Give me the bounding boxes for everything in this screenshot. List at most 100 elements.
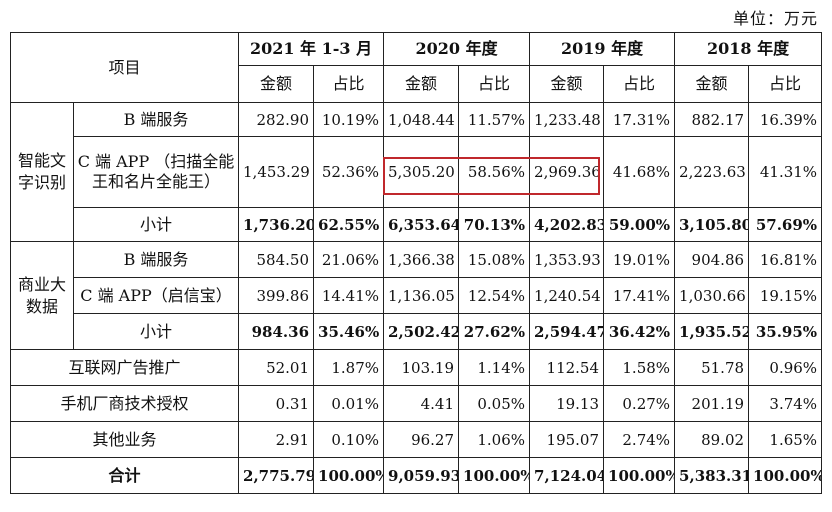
- header-ratio: 占比: [313, 65, 385, 103]
- cell: 2.91: [238, 421, 315, 458]
- cell: 100.00%: [313, 457, 385, 494]
- cell: 89.02: [674, 421, 750, 458]
- cell: 0.96%: [748, 349, 823, 386]
- cell: 36.42%: [603, 313, 676, 350]
- cell: 2,969.36: [529, 136, 605, 208]
- cell: 1.14%: [458, 349, 531, 386]
- cell: 2,775.79: [238, 457, 315, 494]
- cell: 14.41%: [313, 277, 385, 314]
- cell: 904.86: [674, 241, 750, 278]
- cell: 57.69%: [748, 207, 823, 242]
- cell: 1,366.38: [383, 241, 460, 278]
- cell: 70.13%: [458, 207, 531, 242]
- cell: 1,240.54: [529, 277, 605, 314]
- cell: 51.78: [674, 349, 750, 386]
- row-label: 互联网广告推广: [9, 349, 240, 386]
- header-ratio: 占比: [748, 65, 823, 103]
- cell: 52.36%: [313, 136, 385, 208]
- header-period: 2021 年 1-3 月: [238, 32, 385, 66]
- cell: 282.90: [238, 102, 315, 137]
- cell: 1,136.05: [383, 277, 460, 314]
- cell: 19.13: [529, 385, 605, 422]
- cell: 1,453.29: [238, 136, 315, 208]
- cell: 882.17: [674, 102, 750, 137]
- table-row: 智能文字识别 B 端服务 282.90 10.19% 1,048.44 11.5…: [10, 102, 823, 242]
- cell: 100.00%: [748, 457, 823, 494]
- cell: 201.19: [674, 385, 750, 422]
- total-row: 合计 2,775.79 100.00% 9,059.93 100.00% 7,1…: [9, 457, 823, 494]
- header-amount: 金额: [529, 65, 605, 103]
- row-label: B 端服务: [72, 102, 240, 137]
- cell: 7,124.04: [529, 457, 605, 494]
- cell: 112.54: [529, 349, 605, 386]
- cell: 1,233.48: [529, 102, 605, 137]
- row-label: 合计: [9, 457, 240, 494]
- cell: 62.55%: [313, 207, 385, 242]
- row-label: C 端 APP （扫描全能王和名片全能王）: [72, 136, 240, 208]
- cell: 2.74%: [603, 421, 676, 458]
- cell: 103.19: [383, 349, 460, 386]
- header-ratio: 占比: [458, 65, 531, 103]
- cell: 9,059.93: [383, 457, 460, 494]
- cell: 16.81%: [748, 241, 823, 278]
- subtotal-row: 小计 1,736.20 62.55% 6,353.64 70.13% 4,202…: [11, 207, 823, 242]
- table-row: C 端 APP （扫描全能王和名片全能王） 1,453.29 52.36% 5,…: [11, 136, 823, 208]
- header-row-metrics: 金额 占比 金额 占比 金额 占比 金额 占比: [11, 65, 823, 103]
- row-label: C 端 APP（启信宝）: [72, 277, 240, 314]
- cell: 15.08%: [458, 241, 531, 278]
- header-period: 2020 年度: [383, 32, 531, 66]
- cell: 2,502.42: [383, 313, 460, 350]
- cell: 584.50: [238, 241, 315, 278]
- cell: 0.10%: [313, 421, 385, 458]
- cell: 19.01%: [603, 241, 676, 278]
- cell: 58.56%: [458, 136, 531, 208]
- cell: 195.07: [529, 421, 605, 458]
- cell: 59.00%: [603, 207, 676, 242]
- cell: 11.57%: [458, 102, 531, 137]
- cell: 1.58%: [603, 349, 676, 386]
- cell: 41.68%: [603, 136, 676, 208]
- cell: 41.31%: [748, 136, 823, 208]
- group-ocr-label: 智能文字识别: [10, 102, 74, 242]
- revenue-breakdown-table: 项目 2021 年 1-3 月 2020 年度 2019 年度 2018 年度 …: [9, 32, 823, 494]
- cell: 0.27%: [603, 385, 676, 422]
- cell: 1,048.44: [383, 102, 460, 137]
- header-row-periods: 项目 2021 年 1-3 月 2020 年度 2019 年度 2018 年度: [9, 32, 823, 103]
- cell: 3.74%: [748, 385, 823, 422]
- table-row: 商业大数据 B 端服务 584.50 21.06% 1,366.38 15.08…: [10, 241, 823, 350]
- cell: 2,594.47: [529, 313, 605, 350]
- row-label: 手机厂商技术授权: [9, 385, 240, 422]
- row-label: 小计: [72, 207, 240, 242]
- header-amount: 金额: [238, 65, 315, 103]
- header-period: 2018 年度: [674, 32, 823, 66]
- cell: 1,353.93: [529, 241, 605, 278]
- cell: 2,223.63: [674, 136, 750, 208]
- table-row: 其他业务 2.91 0.10% 96.27 1.06% 195.07 2.74%…: [9, 421, 823, 458]
- header-ratio: 占比: [603, 65, 676, 103]
- row-label: 小计: [72, 313, 240, 350]
- cell: 0.31: [238, 385, 315, 422]
- row-label: B 端服务: [72, 241, 240, 278]
- cell: 100.00%: [458, 457, 531, 494]
- cell: 16.39%: [748, 102, 823, 137]
- cell: 17.31%: [603, 102, 676, 137]
- cell: 21.06%: [313, 241, 385, 278]
- cell: 5,305.20: [383, 136, 460, 208]
- cell: 27.62%: [458, 313, 531, 350]
- cell: 984.36: [238, 313, 315, 350]
- unit-label: 单位：万元: [732, 9, 818, 28]
- cell: 6,353.64: [383, 207, 460, 242]
- cell: 4.41: [383, 385, 460, 422]
- table-row: C 端 APP（启信宝） 399.86 14.41% 1,136.05 12.5…: [11, 277, 823, 314]
- cell: 35.46%: [313, 313, 385, 350]
- cell: 19.15%: [748, 277, 823, 314]
- cell: 52.01: [238, 349, 315, 386]
- cell: 1,935.52: [674, 313, 750, 350]
- subtotal-row: 小计 984.36 35.46% 2,502.42 27.62% 2,594.4…: [11, 313, 823, 350]
- header-amount: 金额: [383, 65, 460, 103]
- cell: 0.05%: [458, 385, 531, 422]
- header-period: 2019 年度: [529, 32, 676, 66]
- cell: 1.87%: [313, 349, 385, 386]
- cell: 1,030.66: [674, 277, 750, 314]
- cell: 4,202.83: [529, 207, 605, 242]
